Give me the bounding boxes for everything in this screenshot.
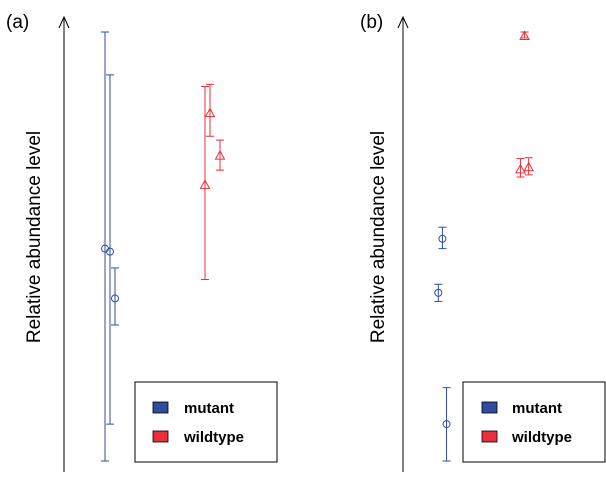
legend-swatch-wildtype: [481, 430, 498, 443]
mutant-point: [111, 294, 119, 303]
legend-swatch-wildtype: [152, 430, 169, 443]
y-axis-arrow: [58, 15, 70, 29]
mutant-point: [442, 420, 451, 429]
legend-box: [134, 381, 278, 463]
legend-swatch-mutant: [152, 401, 169, 414]
wildtype-point: [523, 161, 535, 172]
legend: mutant wildtype: [134, 381, 278, 463]
wildtype-point: [519, 30, 530, 40]
legend-label-mutant: mutant: [512, 400, 562, 417]
panel-b: (b) Relative abundance level mutant wild…: [360, 12, 606, 472]
legend-label-wildtype: wildtype: [511, 429, 572, 446]
wildtype-point: [515, 163, 526, 174]
legend-label-mutant: mutant: [184, 400, 234, 417]
mutant-point: [434, 288, 443, 297]
wildtype-point: [214, 150, 226, 160]
mutant-point: [106, 247, 114, 256]
mutant-point: [438, 234, 447, 243]
legend-label-wildtype: wildtype: [183, 429, 244, 446]
data-marks: [101, 31, 226, 462]
y-axis-label: Relative abundance level: [24, 131, 45, 343]
wildtype-point: [199, 179, 211, 189]
data-marks: [434, 30, 535, 462]
y-axis-arrow: [397, 15, 409, 29]
wildtype-point: [204, 107, 216, 118]
panel-label: (b): [360, 12, 383, 33]
y-axis-label: Relative abundance level: [368, 131, 389, 343]
legend-swatch-mutant: [481, 401, 498, 414]
legend-box: [462, 381, 606, 463]
panel-a: (a) Relative abundance level mutant wild…: [6, 12, 278, 472]
panel-label: (a): [6, 12, 29, 33]
legend: mutant wildtype: [462, 381, 606, 463]
